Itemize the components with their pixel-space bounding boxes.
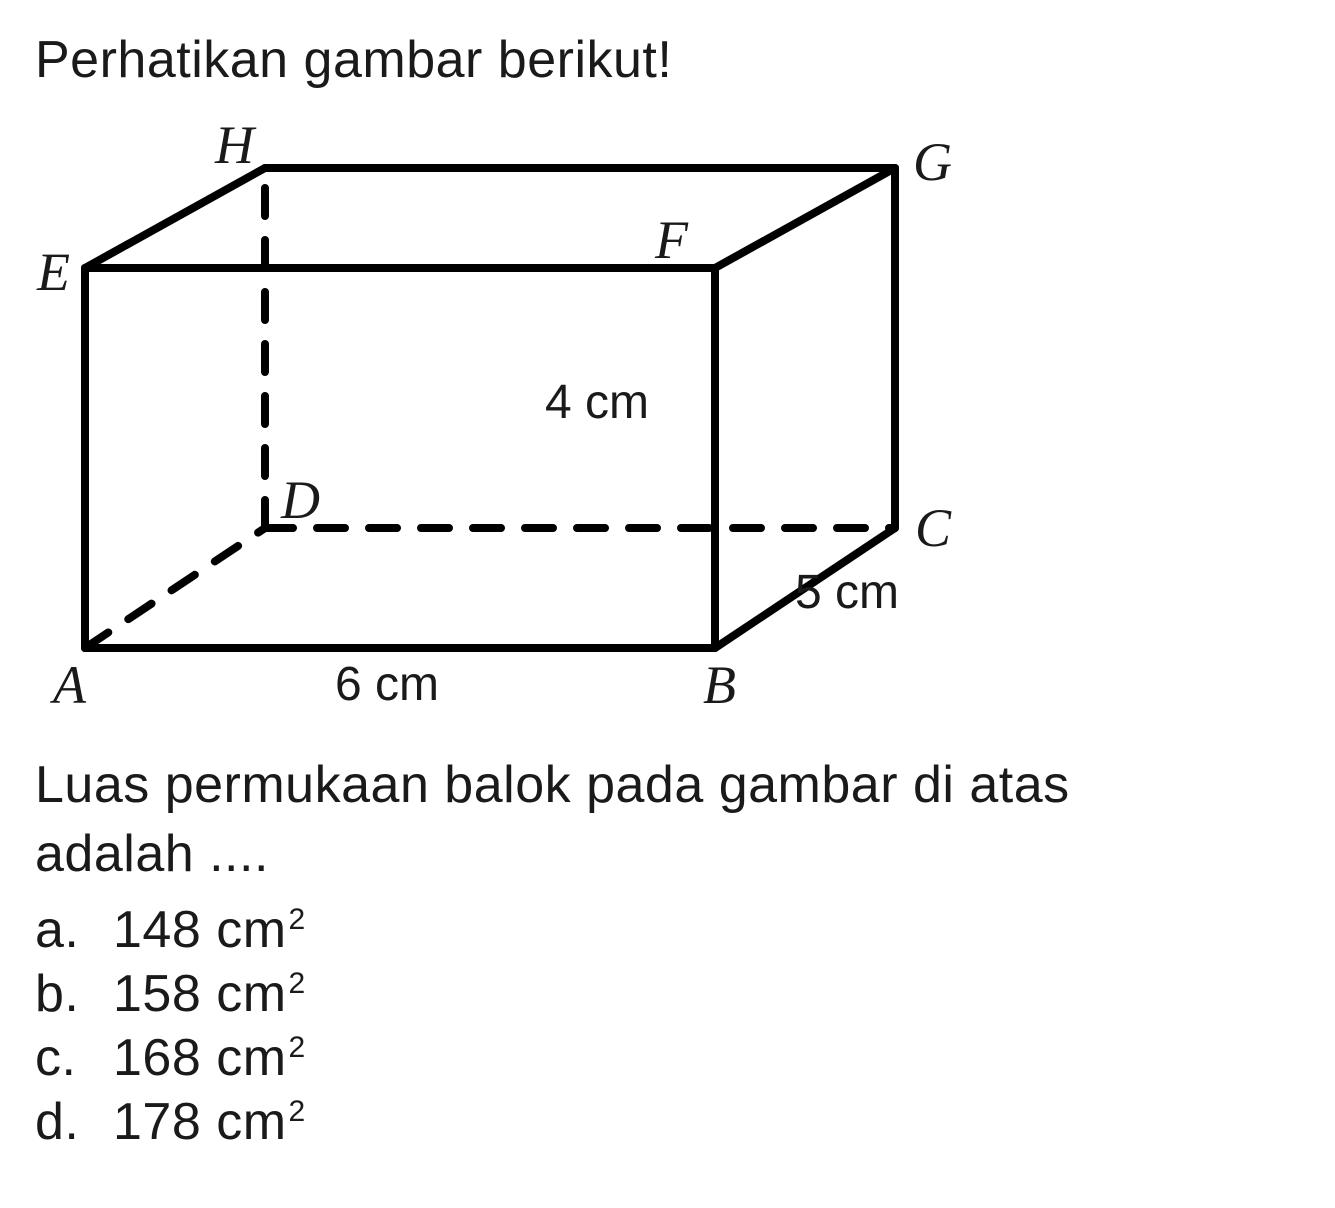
option-b: b. 158 cm2 — [35, 964, 1305, 1024]
svg-text:H: H — [214, 115, 257, 175]
option-value-text: 178 cm — [113, 1092, 287, 1152]
option-letter: b. — [35, 964, 113, 1024]
option-value-text: 158 cm — [113, 964, 287, 1024]
option-letter: a. — [35, 900, 113, 960]
svg-text:C: C — [915, 498, 952, 558]
svg-text:5 cm: 5 cm — [795, 566, 899, 619]
instruction-heading: Perhatikan gambar berikut! — [35, 30, 1305, 90]
answer-options: a. 148 cm2 b. 158 cm2 c. 168 cm2 d. 178 … — [35, 900, 1305, 1152]
svg-text:E: E — [36, 242, 70, 302]
svg-text:4 cm: 4 cm — [545, 376, 649, 429]
option-c: c. 168 cm2 — [35, 1028, 1305, 1088]
option-value: 168 cm2 — [113, 1028, 306, 1088]
option-letter: d. — [35, 1092, 113, 1152]
option-value: 158 cm2 — [113, 964, 306, 1024]
option-value-text: 148 cm — [113, 900, 287, 960]
svg-text:B: B — [703, 655, 736, 715]
cuboid-svg: A B C D E F G H 4 cm 5 cm 6 cm — [35, 108, 995, 718]
option-a: a. 148 cm2 — [35, 900, 1305, 960]
option-d: d. 178 cm2 — [35, 1092, 1305, 1152]
svg-text:G: G — [913, 132, 952, 192]
cuboid-diagram: A B C D E F G H 4 cm 5 cm 6 cm — [35, 108, 1305, 723]
option-letter: c. — [35, 1028, 113, 1088]
svg-text:D: D — [280, 470, 320, 530]
svg-text:6 cm: 6 cm — [335, 658, 439, 711]
svg-text:A: A — [50, 655, 87, 715]
option-exponent: 2 — [289, 967, 306, 1001]
option-value: 178 cm2 — [113, 1092, 306, 1152]
option-value-text: 168 cm — [113, 1028, 287, 1088]
option-exponent: 2 — [289, 1095, 306, 1129]
question-text: Luas permukaan balok pada gambar di atas… — [35, 751, 1305, 888]
svg-text:F: F — [654, 210, 689, 270]
option-exponent: 2 — [289, 903, 306, 937]
option-exponent: 2 — [289, 1031, 306, 1065]
question-line-2: adalah .... — [35, 825, 269, 883]
question-line-1: Luas permukaan balok pada gambar di atas — [35, 756, 1070, 814]
option-value: 148 cm2 — [113, 900, 306, 960]
